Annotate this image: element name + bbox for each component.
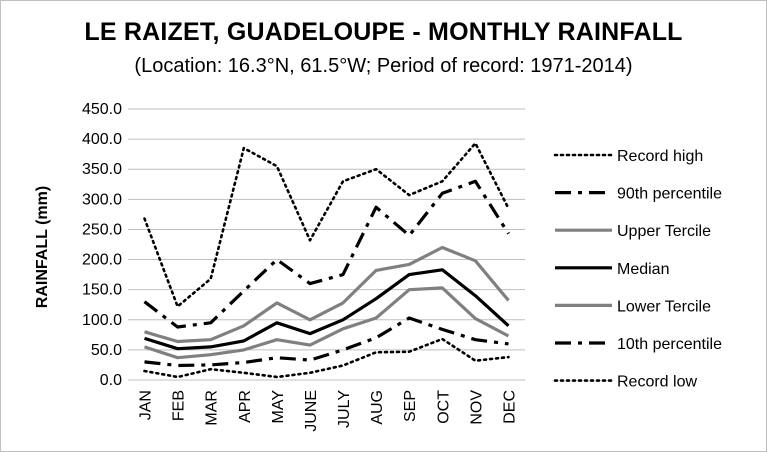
series-lines <box>143 142 510 379</box>
y-tick-label: 450.0 <box>82 101 122 118</box>
y-tick-labels: 0.0 50.0 100.0 150.0 200.0 250.0 300.0 350.0 400… <box>82 101 122 389</box>
y-tick-label: 350.0 <box>82 161 122 178</box>
x-tick-label: AUG <box>369 390 386 425</box>
y-tick-label: 0.0 <box>100 372 122 389</box>
x-tick-label: FEB <box>171 390 188 421</box>
x-tick-label: JUNE <box>303 390 320 432</box>
y-axis-label: RAINFALL (mm) <box>34 186 51 308</box>
x-tick-label: SEP <box>402 390 419 422</box>
y-tick-label: 150.0 <box>82 282 122 299</box>
x-tick-label: MAY <box>270 390 287 424</box>
x-tick-label: NOV <box>468 390 485 425</box>
series-line-upper-tercile <box>144 245 510 344</box>
legend-label: Lower Tercile <box>617 298 711 315</box>
x-tick-labels: JAN FEB MAR APR MAY JUNE JULY AUG SEP OCT NOV DEC <box>138 390 519 432</box>
legend-label: Upper Tercile <box>617 223 711 240</box>
y-tick-label: 100.0 <box>82 312 122 329</box>
y-tick-label: 300.0 <box>82 191 122 208</box>
x-tick-label: MAR <box>204 390 221 426</box>
legend-label: Record low <box>617 374 697 391</box>
legend-label: Median <box>617 261 669 278</box>
series-line-record-high <box>143 142 510 308</box>
series-line-record-low <box>143 337 510 379</box>
x-tick-label: APR <box>237 390 254 423</box>
legend: Record high 90th percentile Upper Tercile M… <box>553 148 722 391</box>
y-tick-label: 250.0 <box>82 221 122 238</box>
series-line-median <box>144 268 510 351</box>
legend-label: 90th percentile <box>617 186 722 203</box>
chart-subtitle: (Location: 16.3°N, 61.5°W; Period of rec… <box>134 55 633 77</box>
chart-title: LE RAIZET, GUADELOUPE - MONTHLY RAINFALL <box>84 18 683 46</box>
x-tick-label: DEC <box>501 390 518 424</box>
y-tick-label: 200.0 <box>82 252 122 269</box>
x-tick-label: OCT <box>435 390 452 424</box>
legend-label: Record high <box>617 148 703 165</box>
y-tick-label: 400.0 <box>82 131 122 148</box>
series-line-10th-percentile <box>144 316 509 368</box>
y-tick-label: 50.0 <box>91 342 122 359</box>
series-line-lower-tercile <box>144 286 510 360</box>
x-tick-label: JULY <box>336 390 353 428</box>
x-tick-label: JAN <box>138 390 155 420</box>
series-line-90th-percentile <box>143 179 510 329</box>
legend-label: 10th percentile <box>617 336 722 353</box>
gridlines <box>128 108 525 381</box>
